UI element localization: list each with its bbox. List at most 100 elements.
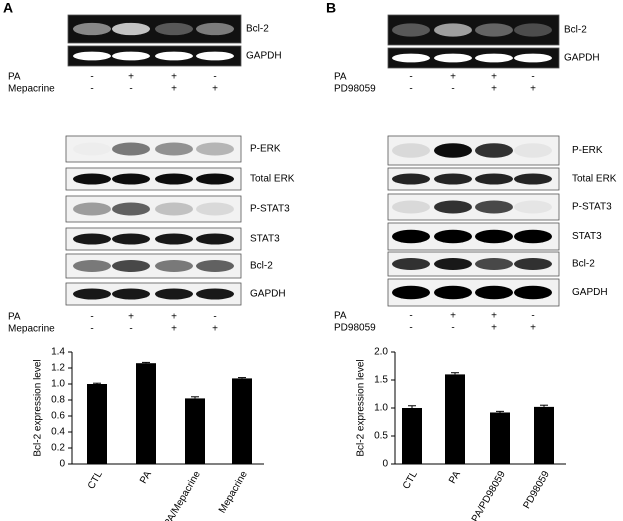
x-tick-label: Mepacrine (217, 469, 250, 515)
blot-band (392, 23, 430, 37)
treatment-sign: + (491, 323, 497, 334)
blot-band (514, 173, 552, 185)
treatment-sign: - (531, 311, 534, 322)
treatment-sign: + (128, 72, 134, 83)
blot-strip (67, 45, 242, 67)
blot-band (514, 23, 552, 37)
y-tick-label: 1.5 (374, 375, 388, 386)
treatment-name: PA (334, 311, 347, 322)
blot-band (392, 200, 430, 214)
y-tick-label: 2.0 (374, 347, 388, 358)
y-tick-label: 1.0 (374, 403, 388, 414)
band-label: STAT3 (572, 231, 602, 242)
treatment-sign: - (90, 324, 93, 335)
treatment-sign: - (213, 312, 216, 323)
treatment-name: PD98059 (334, 323, 376, 334)
blot-band (196, 173, 234, 185)
blot-band (514, 258, 552, 270)
blot-band (434, 143, 472, 158)
treatment-sign: - (213, 72, 216, 83)
band-label: GAPDH (250, 289, 286, 300)
blot-band (155, 22, 193, 36)
blot-band (514, 285, 552, 300)
blot-band (196, 22, 234, 36)
blot-band (73, 233, 111, 245)
blot-strip (387, 14, 560, 46)
y-tick-label: 0.8 (51, 395, 65, 406)
band-label: Bcl-2 (572, 259, 595, 270)
blot-band (434, 53, 472, 63)
y-tick-label: 0.6 (51, 411, 65, 422)
bar (534, 406, 554, 464)
bar (87, 384, 107, 464)
blot-band (196, 233, 234, 245)
treatment-sign: + (212, 84, 218, 95)
blot-band (434, 200, 472, 214)
blot-strip (387, 135, 560, 166)
blot-band (112, 288, 150, 300)
band-label: Total ERK (572, 174, 617, 185)
band-label: Bcl-2 (564, 25, 587, 36)
treatment-sign: + (171, 84, 177, 95)
blot-band (112, 22, 150, 36)
band-label: STAT3 (250, 234, 280, 245)
treatment-sign: - (409, 84, 412, 95)
blot-band (392, 229, 430, 244)
y-axis-label: Bcl-2 expression level (33, 359, 44, 456)
blot-band (475, 143, 513, 158)
x-tick-label: PA/PD98059 (470, 469, 508, 521)
blot-band (475, 53, 513, 63)
blot-band (73, 288, 111, 300)
panel-label: B (326, 0, 336, 16)
blot-strip (65, 282, 242, 306)
blot-band (475, 173, 513, 185)
blot-band (112, 260, 150, 272)
band-label: P-ERK (572, 145, 603, 156)
treatment-sign: - (451, 84, 454, 95)
blot-strip (387, 167, 560, 191)
blot-band (514, 200, 552, 214)
blot-band (155, 202, 193, 216)
x-tick-label: PA (447, 469, 463, 486)
blot-band (196, 51, 234, 61)
blot-band (73, 202, 111, 216)
blot-strip (387, 47, 560, 69)
y-tick-label: 0 (59, 459, 65, 470)
blot-strip (65, 227, 242, 251)
x-tick-label: PA/Mepacrine (162, 469, 203, 521)
treatment-sign: + (491, 84, 497, 95)
treatment-sign: - (451, 323, 454, 334)
blot-band (514, 53, 552, 63)
treatment-sign: - (90, 72, 93, 83)
y-tick-label: 0.2 (51, 443, 65, 454)
treatment-sign: + (530, 323, 536, 334)
treatment-sign: - (409, 323, 412, 334)
blot-band (155, 260, 193, 272)
treatment-sign: + (491, 72, 497, 83)
x-tick-label: CTL (401, 469, 420, 491)
blot-band (73, 22, 111, 36)
blot-band (475, 23, 513, 37)
bar (490, 412, 510, 464)
treatment-sign: + (491, 311, 497, 322)
y-tick-label: 0.5 (374, 431, 388, 442)
blot-band (196, 142, 234, 156)
treatment-sign: - (409, 311, 412, 322)
band-label: Bcl-2 (250, 261, 273, 272)
blot-band (514, 229, 552, 244)
blot-band (112, 51, 150, 61)
blot-band (73, 51, 111, 61)
y-tick-label: 0.4 (51, 427, 65, 438)
treatment-sign: + (212, 324, 218, 335)
bar (402, 408, 422, 464)
blot-band (112, 173, 150, 185)
treatment-sign: + (128, 312, 134, 323)
blot-band (196, 260, 234, 272)
blot-band (475, 258, 513, 270)
blot-strip (387, 193, 560, 221)
treatment-sign: + (171, 324, 177, 335)
treatment-name: Mepacrine (8, 324, 55, 335)
band-label: GAPDH (572, 287, 608, 298)
treatment-sign: + (450, 72, 456, 83)
blot-band (112, 202, 150, 216)
